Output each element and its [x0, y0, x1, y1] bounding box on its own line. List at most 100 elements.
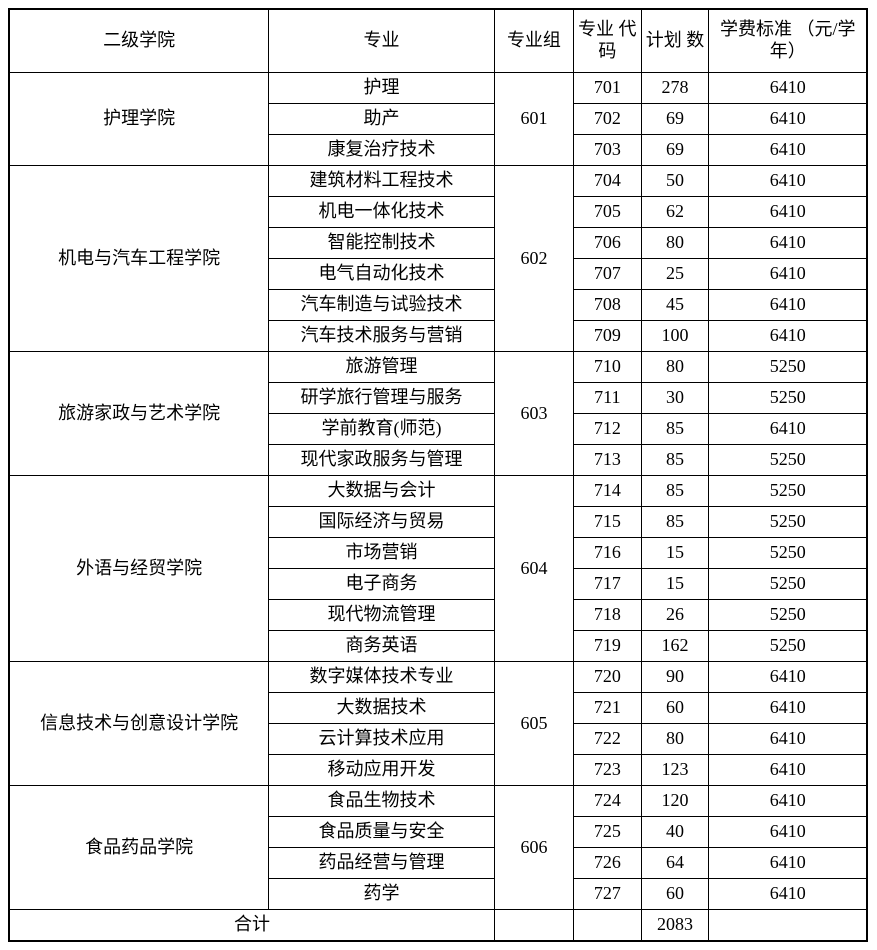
major-cell: 药品经营与管理 [269, 848, 495, 879]
table-row: 机电与汽车工程学院建筑材料工程技术602704506410 [9, 166, 867, 197]
group-cell: 604 [494, 476, 573, 662]
code-cell: 722 [573, 724, 641, 755]
plan-cell: 15 [641, 569, 709, 600]
major-cell: 机电一体化技术 [269, 197, 495, 228]
code-cell: 710 [573, 352, 641, 383]
tuition-cell: 6410 [709, 104, 867, 135]
tuition-cell: 6410 [709, 135, 867, 166]
total-group-cell [494, 910, 573, 942]
plan-cell: 26 [641, 600, 709, 631]
major-cell: 药学 [269, 879, 495, 910]
code-cell: 702 [573, 104, 641, 135]
plan-cell: 62 [641, 197, 709, 228]
tuition-cell: 5250 [709, 507, 867, 538]
major-cell: 学前教育(师范) [269, 414, 495, 445]
header-major: 专业 [269, 9, 495, 73]
college-cell: 护理学院 [9, 73, 269, 166]
tuition-cell: 6410 [709, 662, 867, 693]
major-cell: 电子商务 [269, 569, 495, 600]
code-cell: 707 [573, 259, 641, 290]
tuition-cell: 6410 [709, 879, 867, 910]
table-row: 信息技术与创意设计学院数字媒体技术专业605720906410 [9, 662, 867, 693]
plan-cell: 60 [641, 693, 709, 724]
code-cell: 712 [573, 414, 641, 445]
plan-cell: 64 [641, 848, 709, 879]
code-cell: 709 [573, 321, 641, 352]
major-cell: 食品生物技术 [269, 786, 495, 817]
code-cell: 719 [573, 631, 641, 662]
tuition-cell: 6410 [709, 321, 867, 352]
plan-cell: 80 [641, 228, 709, 259]
tuition-cell: 6410 [709, 259, 867, 290]
tuition-cell: 5250 [709, 538, 867, 569]
major-cell: 智能控制技术 [269, 228, 495, 259]
total-label-cell: 合计 [9, 910, 494, 942]
major-cell: 建筑材料工程技术 [269, 166, 495, 197]
major-cell: 国际经济与贸易 [269, 507, 495, 538]
tuition-cell: 6410 [709, 414, 867, 445]
plan-cell: 60 [641, 879, 709, 910]
tuition-cell: 6410 [709, 724, 867, 755]
code-cell: 713 [573, 445, 641, 476]
group-cell: 602 [494, 166, 573, 352]
header-college: 二级学院 [9, 9, 269, 73]
plan-cell: 120 [641, 786, 709, 817]
code-cell: 724 [573, 786, 641, 817]
major-cell: 食品质量与安全 [269, 817, 495, 848]
plan-cell: 162 [641, 631, 709, 662]
code-cell: 727 [573, 879, 641, 910]
tuition-cell: 5250 [709, 383, 867, 414]
major-cell: 大数据与会计 [269, 476, 495, 507]
total-code-cell [573, 910, 641, 942]
tuition-cell: 6410 [709, 848, 867, 879]
major-cell: 云计算技术应用 [269, 724, 495, 755]
code-cell: 711 [573, 383, 641, 414]
code-cell: 723 [573, 755, 641, 786]
code-cell: 704 [573, 166, 641, 197]
plan-cell: 100 [641, 321, 709, 352]
plan-cell: 80 [641, 724, 709, 755]
tuition-cell: 6410 [709, 228, 867, 259]
total-row: 合计 2083 [9, 910, 867, 942]
table-row: 护理学院护理6017012786410 [9, 73, 867, 104]
total-tuition-cell [709, 910, 867, 942]
plan-cell: 85 [641, 414, 709, 445]
plan-cell: 69 [641, 135, 709, 166]
header-tuition: 学费标准 （元/学年） [709, 9, 867, 73]
header-row: 二级学院 专业 专业组 专业 代码 计划 数 学费标准 （元/学年） [9, 9, 867, 73]
college-cell: 信息技术与创意设计学院 [9, 662, 269, 786]
college-cell: 旅游家政与艺术学院 [9, 352, 269, 476]
plan-cell: 30 [641, 383, 709, 414]
major-cell: 汽车技术服务与营销 [269, 321, 495, 352]
major-cell: 助产 [269, 104, 495, 135]
code-cell: 703 [573, 135, 641, 166]
group-cell: 606 [494, 786, 573, 910]
tuition-cell: 6410 [709, 73, 867, 104]
tuition-cell: 6410 [709, 166, 867, 197]
code-cell: 726 [573, 848, 641, 879]
plan-cell: 15 [641, 538, 709, 569]
major-cell: 旅游管理 [269, 352, 495, 383]
code-cell: 706 [573, 228, 641, 259]
major-cell: 护理 [269, 73, 495, 104]
tuition-cell: 6410 [709, 817, 867, 848]
plan-cell: 80 [641, 352, 709, 383]
major-cell: 汽车制造与试验技术 [269, 290, 495, 321]
tuition-cell: 6410 [709, 290, 867, 321]
header-code: 专业 代码 [573, 9, 641, 73]
plan-cell: 123 [641, 755, 709, 786]
header-plan: 计划 数 [641, 9, 709, 73]
total-plan-cell: 2083 [641, 910, 709, 942]
group-cell: 605 [494, 662, 573, 786]
code-cell: 705 [573, 197, 641, 228]
code-cell: 718 [573, 600, 641, 631]
plan-cell: 85 [641, 445, 709, 476]
table-row: 旅游家政与艺术学院旅游管理603710805250 [9, 352, 867, 383]
plan-cell: 85 [641, 476, 709, 507]
table-row: 外语与经贸学院大数据与会计604714855250 [9, 476, 867, 507]
enrollment-table: 二级学院 专业 专业组 专业 代码 计划 数 学费标准 （元/学年） 护理学院护… [8, 8, 868, 942]
major-cell: 电气自动化技术 [269, 259, 495, 290]
major-cell: 现代家政服务与管理 [269, 445, 495, 476]
major-cell: 移动应用开发 [269, 755, 495, 786]
plan-cell: 69 [641, 104, 709, 135]
